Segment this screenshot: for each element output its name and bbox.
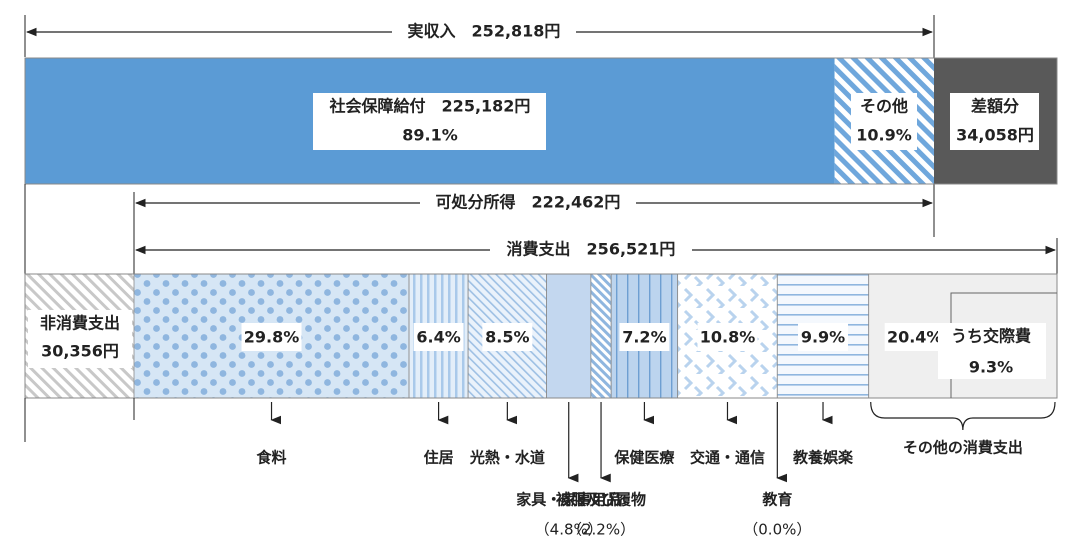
label-deficit-bg [950,93,1039,150]
bottom-label-utilities: 光熱・水道 [469,449,545,467]
bottom-label-education: 教育 [761,491,792,509]
label-deficit-line2: 34,058円 [956,126,1034,145]
label-bg-utilities [482,323,533,351]
bottom-label-furniture: 家具・家事用品 [516,491,621,509]
income-span-label: 実収入 252,818円 [408,22,561,41]
income-span-label-bg [392,20,576,44]
bottom-label-clothing: 被服及び履物 [556,491,646,509]
label-bg-housing [413,323,464,351]
label-deficit-line1: 差額分 [971,97,1019,116]
consumption-label: 消費支出 256,521円 [507,240,676,259]
bar-seg-furniture [546,273,592,399]
label-social-line1: 社会保障給付 225,182円 [329,97,531,116]
label-transport: 10.8% [700,328,756,347]
bottom-label-food: 食料 [257,449,287,467]
bottom-label-education-pct: （0.0%） [743,521,811,539]
label-recreation: 9.9% [801,328,845,347]
brace-other-consumption [870,401,1056,431]
label-bg-food [241,323,302,351]
disposable-label: 可処分所得 222,462円 [436,193,621,212]
label-health: 7.2% [622,328,666,347]
label-bg-other_consumption [884,323,945,351]
label-bg-transport [697,323,758,351]
label-non-consumption-line2: 30,356円 [41,342,119,361]
disposable-label-bg [420,191,636,215]
label-other-line1: その他 [860,97,908,116]
bottom-label-recreation: 教養娯楽 [792,449,854,467]
consumption-label-bg [490,238,692,262]
bottom-label-other: その他の消費支出 [903,439,1023,457]
label-housing: 6.4% [416,328,460,347]
label-bg-recreation [798,323,849,351]
label-other-bg [851,93,917,150]
bottom-label-furniture-pct: （4.8%） [535,521,603,539]
label-inner-box-line2: 9.3% [969,358,1013,377]
label-bg-health [619,323,670,351]
bottom-label-health: 保健医療 [613,449,675,467]
label-inner-box-bg [938,323,1046,379]
label-non-consumption-line1: 非消費支出 [40,314,120,333]
bar-seg-clothing [590,273,612,399]
label-other-line2: 10.9% [856,126,912,145]
bottom-label-transport: 交通・通信 [690,449,765,467]
bottom-label-housing: 住居 [424,449,454,467]
bottom-bar-outline [24,273,1058,399]
label-food: 29.8% [244,328,300,347]
label-other_consumption: 20.4% [887,328,943,347]
label-social-line2: 89.1% [402,126,458,145]
bottom-label-clothing-pct: （2.2%） [567,521,635,539]
label-non-consumption-bg [28,310,132,368]
label-utilities: 8.5% [485,328,529,347]
top-bar-outline [24,57,1058,185]
label-inner-box-line1: うち交際費 [951,327,1031,346]
label-social-bg [313,93,546,150]
